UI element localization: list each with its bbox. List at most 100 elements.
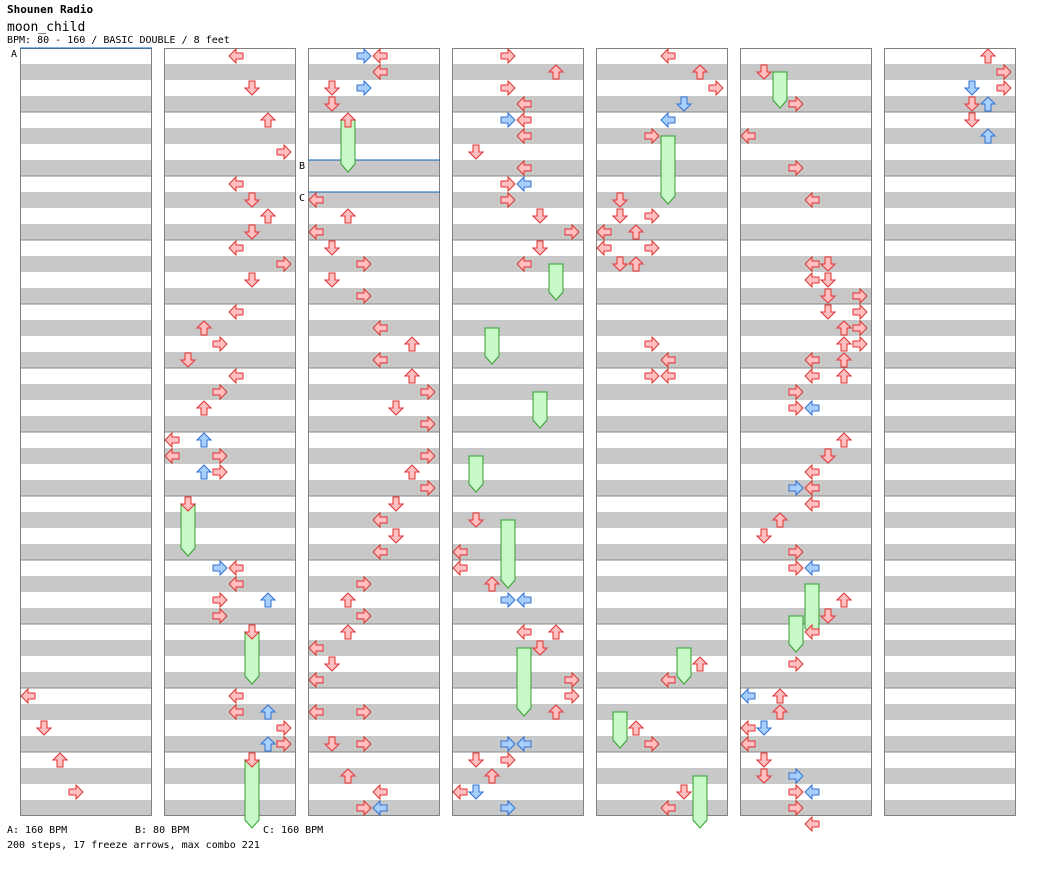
row-stripe	[884, 544, 1016, 560]
step-arrow	[243, 192, 261, 208]
row-stripe	[596, 384, 728, 400]
step-arrow	[675, 96, 693, 112]
row-stripe	[308, 672, 440, 688]
row-stripe	[164, 768, 296, 784]
step-arrow	[996, 63, 1012, 81]
step-arrow	[500, 799, 516, 817]
row-stripe	[308, 736, 440, 752]
step-arrow	[835, 432, 853, 448]
step-arrow	[179, 496, 197, 512]
row-stripe	[884, 480, 1016, 496]
step-arrow	[308, 703, 324, 721]
step-arrow	[195, 464, 213, 480]
row-stripe	[164, 640, 296, 656]
step-arrow	[500, 47, 516, 65]
row-stripe	[740, 736, 872, 752]
row-stripe	[596, 640, 728, 656]
step-arrow	[35, 720, 53, 736]
artist-name: Shounen Radio	[7, 3, 94, 16]
step-arrow	[531, 240, 549, 256]
step-arrow	[644, 239, 660, 257]
row-stripe	[596, 288, 728, 304]
step-arrow	[372, 543, 388, 561]
step-arrow	[228, 47, 244, 65]
step-arrow	[819, 448, 837, 464]
step-arrow	[243, 752, 261, 768]
freeze-arrow	[548, 263, 564, 301]
step-arrow	[276, 719, 292, 737]
row-stripe	[452, 800, 584, 816]
row-stripe	[20, 256, 152, 272]
row-stripe	[308, 224, 440, 240]
step-arrow	[420, 415, 436, 433]
step-arrow	[164, 447, 180, 465]
step-arrow	[963, 80, 981, 96]
step-arrow	[644, 367, 660, 385]
row-stripe	[164, 224, 296, 240]
chart-stats: 200 steps, 17 freeze arrows, max combo 2…	[7, 840, 260, 851]
step-arrow	[212, 463, 228, 481]
freeze-arrow	[772, 71, 788, 109]
step-arrow	[339, 592, 357, 608]
step-arrow	[356, 79, 372, 97]
step-arrow	[500, 751, 516, 769]
step-arrow	[228, 687, 244, 705]
step-arrow	[644, 735, 660, 753]
freeze-arrow	[612, 711, 628, 749]
step-arrow	[259, 592, 277, 608]
row-stripe	[884, 512, 1016, 528]
row-stripe	[20, 480, 152, 496]
step-arrow	[788, 783, 804, 801]
step-arrow	[611, 192, 629, 208]
step-arrow	[788, 559, 804, 577]
row-stripe	[20, 640, 152, 656]
row-stripe	[452, 448, 584, 464]
row-stripe	[884, 448, 1016, 464]
step-arrow	[835, 320, 853, 336]
row-stripe	[164, 256, 296, 272]
step-arrow	[627, 224, 645, 240]
row-stripe	[20, 800, 152, 816]
step-arrow	[483, 576, 501, 592]
row-stripe	[164, 672, 296, 688]
step-arrow	[228, 303, 244, 321]
row-stripe	[20, 416, 152, 432]
step-arrow	[740, 127, 756, 145]
row-stripe	[740, 320, 872, 336]
freeze-arrow	[532, 391, 548, 429]
step-arrow	[403, 336, 421, 352]
step-arrow	[804, 559, 820, 577]
column-border	[884, 48, 1016, 816]
step-arrow	[308, 191, 324, 209]
step-arrow	[276, 143, 292, 161]
row-stripe	[452, 416, 584, 432]
step-arrow	[308, 639, 324, 657]
row-stripe	[740, 448, 872, 464]
row-stripe	[596, 64, 728, 80]
step-arrow	[819, 608, 837, 624]
step-arrow	[228, 239, 244, 257]
chart-info: BPM: 80 - 160 / BASIC DOUBLE / 8 feet	[7, 35, 230, 46]
step-arrow	[804, 623, 820, 641]
row-stripe	[884, 224, 1016, 240]
step-arrow	[20, 687, 36, 705]
row-stripe	[20, 576, 152, 592]
step-arrow	[755, 752, 773, 768]
step-arrow	[596, 223, 612, 241]
freeze-arrow	[180, 503, 196, 557]
step-arrow	[500, 591, 516, 609]
row-stripe	[884, 128, 1016, 144]
step-arrow	[356, 735, 372, 753]
step-arrow	[531, 208, 549, 224]
row-stripe	[164, 448, 296, 464]
step-arrow	[611, 256, 629, 272]
row-stripe	[596, 704, 728, 720]
step-arrow	[452, 783, 468, 801]
step-arrow	[356, 287, 372, 305]
freeze-arrow	[788, 615, 804, 653]
row-stripe	[740, 416, 872, 432]
step-arrow	[323, 96, 341, 112]
bpm-legend-c: C: 160 BPM	[263, 825, 324, 836]
step-arrow	[660, 367, 676, 385]
step-arrow	[691, 64, 709, 80]
